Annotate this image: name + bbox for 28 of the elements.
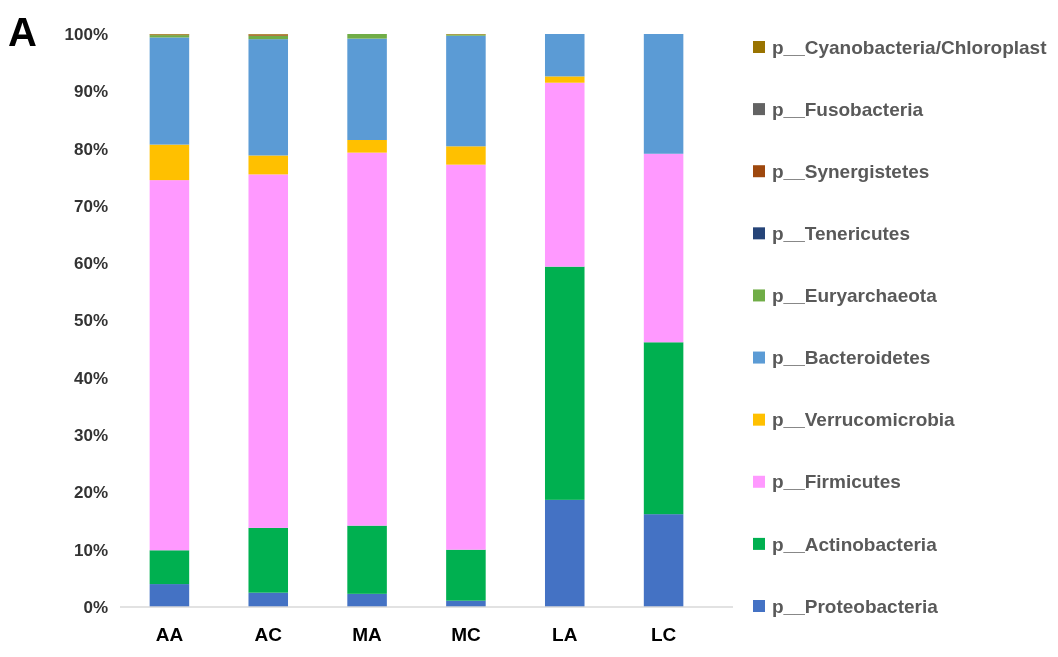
y-tick-label: 90% [73, 82, 108, 102]
y-tick-label: 30% [73, 426, 108, 446]
chart-title: A [8, 10, 37, 54]
x-tick-label: AA [155, 624, 184, 645]
legend-label: p__Proteobacteria [772, 595, 939, 617]
legend-label: p__Actinobacteria [772, 533, 938, 555]
y-tick-label: 20% [73, 483, 108, 503]
legend-label: p__Firmicutes [772, 471, 901, 493]
legend-label: p__Bacteroidetes [772, 347, 931, 369]
x-tick-label: LC [650, 624, 677, 645]
y-tick-label: 80% [73, 139, 108, 159]
y-tick-label: 10% [73, 540, 108, 560]
legend-label: p__Synergistetes [772, 160, 930, 182]
legend-label: p__Euryarchaeota [772, 285, 938, 307]
legend-label: p__Verrucomicrobia [772, 409, 956, 431]
y-tick-label: 100% [64, 24, 108, 44]
y-tick-label: 60% [73, 254, 108, 274]
y-tick-label: 70% [73, 196, 108, 216]
legend-label: p__Cyanobacteria/Chloroplast [772, 36, 1048, 58]
x-tick-label: AC [254, 624, 283, 645]
x-tick-label: MA [352, 624, 383, 645]
x-tick-label: MC [451, 624, 481, 645]
y-tick-label: 50% [73, 311, 108, 331]
x-tick-label: LA [552, 624, 578, 645]
legend-label: p__Fusobacteria [772, 98, 924, 120]
y-tick-label: 0% [83, 597, 108, 617]
y-tick-label: 40% [73, 368, 108, 388]
legend-label: p__Tenericutes [772, 222, 910, 244]
